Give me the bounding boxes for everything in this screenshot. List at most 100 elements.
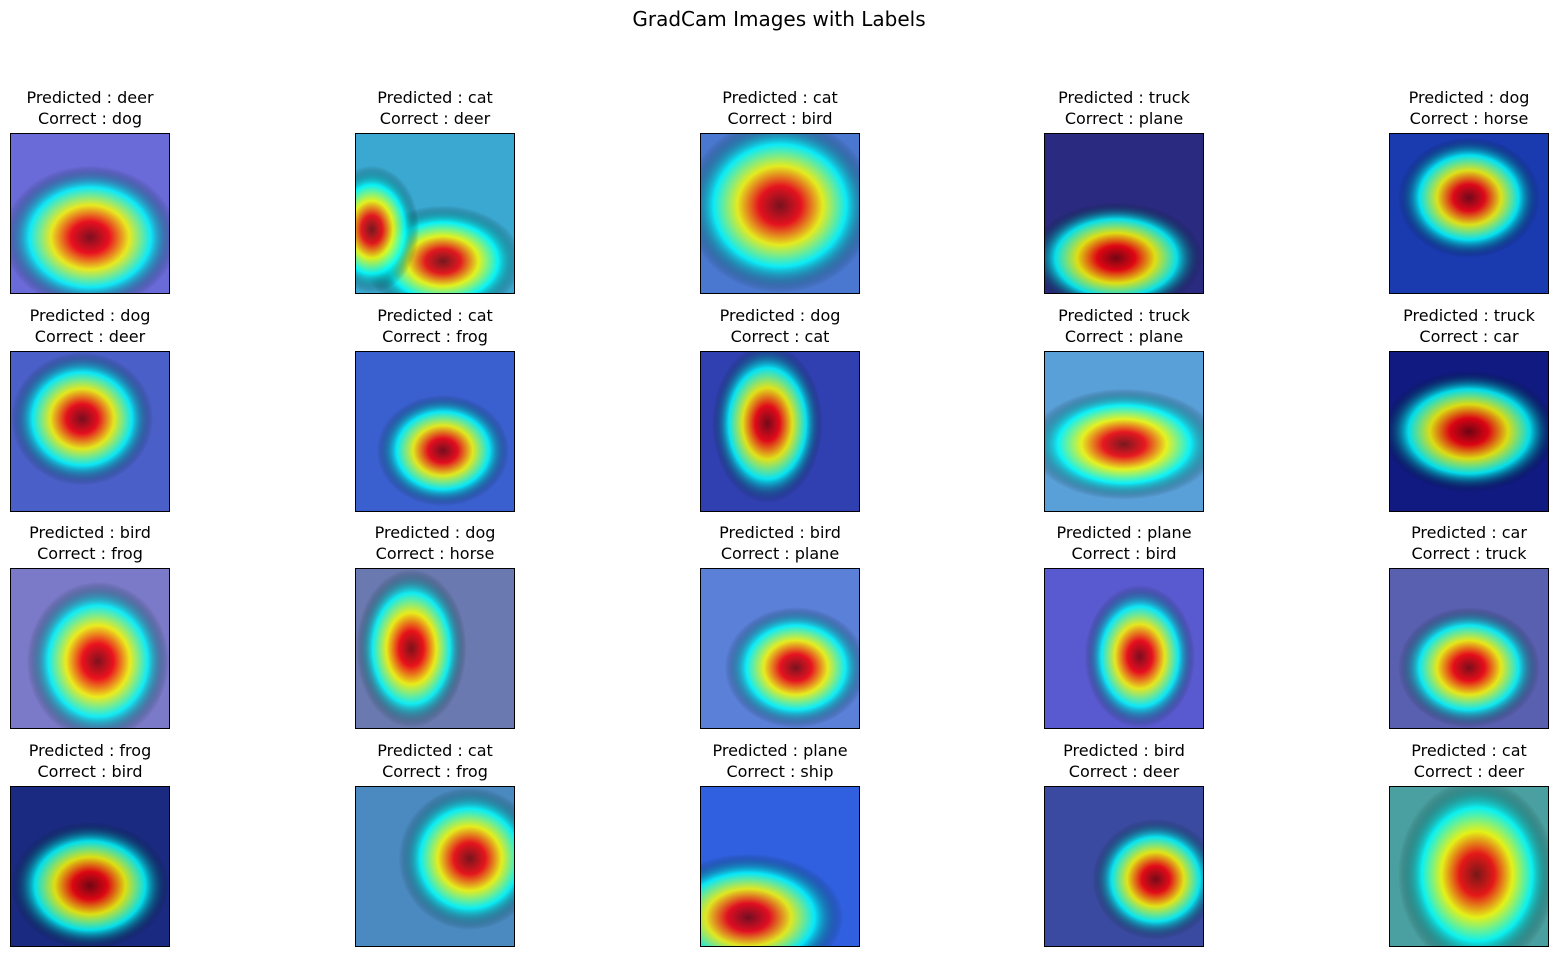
panel-caption: Predicted : dog Correct : horse	[1389, 88, 1549, 129]
gradcam-image	[1044, 568, 1204, 729]
predicted-label: Predicted : cat	[700, 88, 860, 109]
figure-title: GradCam Images with Labels	[0, 5, 1558, 33]
correct-label: Correct : deer	[1389, 762, 1549, 783]
gradcam-image	[700, 351, 860, 512]
correct-label: Correct : deer	[1044, 762, 1204, 783]
correct-label: Correct : horse	[1389, 109, 1549, 130]
gradcam-heatmap	[1390, 134, 1548, 293]
correct-label: Correct : frog	[355, 327, 515, 348]
gradcam-heatmap	[356, 787, 514, 946]
predicted-label: Predicted : dog	[355, 523, 515, 544]
gradcam-heatmap	[701, 569, 859, 728]
gradcam-heatmap	[11, 352, 169, 511]
gradcam-heatmap	[1045, 134, 1203, 293]
gradcam-heatmap	[1045, 787, 1203, 946]
panel-caption: Predicted : bird Correct : plane	[700, 523, 860, 564]
correct-label: Correct : cat	[700, 327, 860, 348]
gradcam-heatmap	[1045, 352, 1203, 511]
gradcam-heatmap	[11, 134, 169, 293]
gradcam-image	[1044, 133, 1204, 294]
panel-caption: Predicted : bird Correct : frog	[10, 523, 170, 564]
panel-caption: Predicted : bird Correct : deer	[1044, 741, 1204, 782]
gradcam-image	[355, 568, 515, 729]
panel-caption: Predicted : cat Correct : deer	[355, 88, 515, 129]
panel-caption: Predicted : frog Correct : bird	[10, 741, 170, 782]
panel-caption: Predicted : cat Correct : frog	[355, 306, 515, 347]
panel-caption: Predicted : plane Correct : bird	[1044, 523, 1204, 564]
gradcam-heatmap	[701, 134, 859, 293]
gradcam-image	[10, 786, 170, 947]
gradcam-heatmap	[11, 569, 169, 728]
gradcam-image	[10, 133, 170, 294]
panel-caption: Predicted : deer Correct : dog	[10, 88, 170, 129]
predicted-label: Predicted : car	[1389, 523, 1549, 544]
gradcam-heatmap	[11, 787, 169, 946]
gradcam-heatmap	[356, 134, 514, 293]
gradcam-heatmap	[1390, 352, 1548, 511]
panel-caption: Predicted : truck Correct : car	[1389, 306, 1549, 347]
predicted-label: Predicted : cat	[1389, 741, 1549, 762]
gradcam-image	[355, 786, 515, 947]
predicted-label: Predicted : cat	[355, 306, 515, 327]
gradcam-image	[10, 568, 170, 729]
panel-caption: Predicted : cat Correct : frog	[355, 741, 515, 782]
panel-caption: Predicted : plane Correct : ship	[700, 741, 860, 782]
gradcam-image	[700, 133, 860, 294]
panel-caption: Predicted : car Correct : truck	[1389, 523, 1549, 564]
predicted-label: Predicted : frog	[10, 741, 170, 762]
gradcam-heatmap	[1045, 569, 1203, 728]
panel-caption: Predicted : cat Correct : bird	[700, 88, 860, 129]
predicted-label: Predicted : cat	[355, 88, 515, 109]
gradcam-image	[1389, 133, 1549, 294]
gradcam-image	[10, 351, 170, 512]
predicted-label: Predicted : bird	[1044, 741, 1204, 762]
predicted-label: Predicted : truck	[1044, 306, 1204, 327]
gradcam-heatmap	[701, 787, 859, 946]
panel-caption: Predicted : dog Correct : horse	[355, 523, 515, 564]
correct-label: Correct : bird	[1044, 544, 1204, 565]
gradcam-heatmap	[701, 352, 859, 511]
predicted-label: Predicted : cat	[355, 741, 515, 762]
panel-caption: Predicted : truck Correct : plane	[1044, 88, 1204, 129]
correct-label: Correct : dog	[10, 109, 170, 130]
predicted-label: Predicted : dog	[700, 306, 860, 327]
correct-label: Correct : plane	[700, 544, 860, 565]
gradcam-image	[700, 786, 860, 947]
predicted-label: Predicted : plane	[700, 741, 860, 762]
gradcam-image	[1044, 351, 1204, 512]
predicted-label: Predicted : bird	[700, 523, 860, 544]
predicted-label: Predicted : truck	[1389, 306, 1549, 327]
correct-label: Correct : deer	[10, 327, 170, 348]
panel-caption: Predicted : cat Correct : deer	[1389, 741, 1549, 782]
gradcam-heatmap	[356, 569, 514, 728]
correct-label: Correct : plane	[1044, 109, 1204, 130]
correct-label: Correct : bird	[700, 109, 860, 130]
correct-label: Correct : deer	[355, 109, 515, 130]
correct-label: Correct : bird	[10, 762, 170, 783]
panel-caption: Predicted : truck Correct : plane	[1044, 306, 1204, 347]
predicted-label: Predicted : plane	[1044, 523, 1204, 544]
panel-caption: Predicted : dog Correct : deer	[10, 306, 170, 347]
predicted-label: Predicted : bird	[10, 523, 170, 544]
correct-label: Correct : frog	[10, 544, 170, 565]
gradcam-image	[1389, 351, 1549, 512]
correct-label: Correct : frog	[355, 762, 515, 783]
predicted-label: Predicted : deer	[10, 88, 170, 109]
panel-caption: Predicted : dog Correct : cat	[700, 306, 860, 347]
gradcam-image	[700, 568, 860, 729]
correct-label: Correct : plane	[1044, 327, 1204, 348]
correct-label: Correct : car	[1389, 327, 1549, 348]
gradcam-heatmap	[1390, 569, 1548, 728]
gradcam-image	[355, 351, 515, 512]
gradcam-image	[1389, 786, 1549, 947]
gradcam-heatmap	[356, 352, 514, 511]
predicted-label: Predicted : dog	[1389, 88, 1549, 109]
gradcam-image	[1389, 568, 1549, 729]
predicted-label: Predicted : truck	[1044, 88, 1204, 109]
gradcam-image	[355, 133, 515, 294]
gradcam-heatmap	[1390, 787, 1548, 946]
gradcam-image	[1044, 786, 1204, 947]
correct-label: Correct : truck	[1389, 544, 1549, 565]
predicted-label: Predicted : dog	[10, 306, 170, 327]
correct-label: Correct : ship	[700, 762, 860, 783]
